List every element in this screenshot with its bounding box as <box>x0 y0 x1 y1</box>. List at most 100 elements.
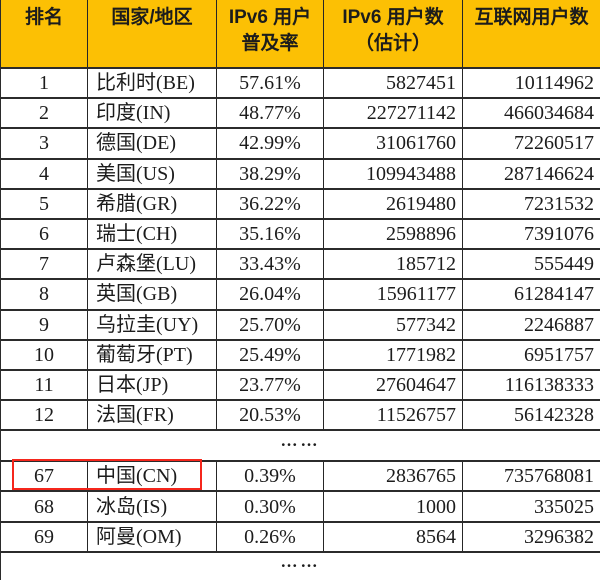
table-row: 69 阿曼(OM) 0.26% 8564 3296382 <box>0 521 600 554</box>
ipv6-users-cell: 109943488 <box>323 158 463 190</box>
rate-cell: 25.70% <box>216 309 324 341</box>
ellipsis-cell: …… <box>0 430 600 463</box>
country-cell: 乌拉圭(UY) <box>87 309 217 341</box>
table-row: 68 冰岛(IS) 0.30% 1000 335025 <box>0 491 600 523</box>
ipv6-users-cell: 5827451 <box>323 68 463 100</box>
internet-users-cell: 7391076 <box>462 218 600 251</box>
country-cell: 印度(IN) <box>87 98 217 130</box>
header-label: 互联网用户数 <box>474 7 589 28</box>
internet-users-cell: 735768081 <box>462 461 600 493</box>
ipv6-users-cell: 1771982 <box>323 339 463 371</box>
table-row: 5 希腊(GR) 36.22% 2619480 7231532 <box>0 188 600 220</box>
table-row: 6 瑞士(CH) 35.16% 2598896 7391076 <box>0 218 600 251</box>
header-label: 国家/地区 <box>111 7 193 28</box>
rate-cell: 25.49% <box>216 339 324 371</box>
rank-cell: 11 <box>0 369 88 402</box>
table-row: 8 英国(GB) 26.04% 15961177 61284147 <box>0 279 600 311</box>
rate-cell: 26.04% <box>216 279 324 311</box>
rank-cell: 67 <box>0 461 88 493</box>
ellipsis-row: …… <box>1 552 600 580</box>
country-cell: 阿曼(OM) <box>87 521 217 554</box>
column-header-ipv6-rate: IPv6 用户 普及率 <box>216 0 324 69</box>
country-cell: 美国(US) <box>87 158 217 190</box>
ipv6-users-cell: 2619480 <box>323 188 463 220</box>
ipv6-users-cell: 2598896 <box>323 218 463 251</box>
table-row: 4 美国(US) 38.29% 109943488 287146624 <box>0 158 600 190</box>
rate-cell: 48.77% <box>216 98 324 130</box>
internet-users-cell: 287146624 <box>462 158 600 190</box>
internet-users-cell: 3296382 <box>462 521 600 554</box>
header-label: 排名 <box>24 7 63 28</box>
ipv6-users-cell: 577342 <box>323 309 463 341</box>
rate-cell: 0.26% <box>216 521 324 554</box>
rank-cell: 5 <box>0 188 88 220</box>
country-cell: 法国(FR) <box>87 400 217 432</box>
table-row: 11 日本(JP) 23.77% 27604647 116138333 <box>0 369 600 402</box>
table-body: 1 比利时(BE) 57.61% 5827451 10114962 2 印度(I… <box>0 68 600 580</box>
ipv6-users-cell: 31061760 <box>323 128 463 160</box>
column-header-ipv6-users: IPv6 用户数 （估计） <box>323 0 463 69</box>
rank-cell: 7 <box>0 249 88 281</box>
ipv6-users-cell: 8564 <box>323 521 463 554</box>
rank-cell: 2 <box>0 98 88 130</box>
internet-users-cell: 6951757 <box>462 339 600 371</box>
internet-users-cell: 56142328 <box>462 400 600 432</box>
internet-users-cell: 335025 <box>462 491 600 523</box>
rank-cell: 68 <box>0 491 88 523</box>
country-cell: 德国(DE) <box>87 128 217 160</box>
rate-cell: 33.43% <box>216 249 324 281</box>
country-cell: 葡萄牙(PT) <box>87 339 217 371</box>
rate-cell: 20.53% <box>216 400 324 432</box>
column-header-internet-users: 互联网用户数 <box>462 0 600 69</box>
ipv6-users-cell: 2836765 <box>323 461 463 493</box>
rate-cell: 38.29% <box>216 158 324 190</box>
column-header-country: 国家/地区 <box>87 0 217 69</box>
header-row: 排名 国家/地区 IPv6 用户 普及率 IPv6 用户数 （估计） 互联网用户… <box>0 0 600 69</box>
rate-cell: 35.16% <box>216 218 324 251</box>
column-header-rank: 排名 <box>0 0 88 69</box>
rate-cell: 42.99% <box>216 128 324 160</box>
table-row: 10 葡萄牙(PT) 25.49% 1771982 6951757 <box>0 339 600 371</box>
table-row-china: 67 中国(CN) 0.39% 2836765 735768081 <box>0 461 600 493</box>
rate-cell: 0.30% <box>216 491 324 523</box>
country-cell: 英国(GB) <box>87 279 217 311</box>
country-cell: 卢森堡(LU) <box>87 249 217 281</box>
ipv6-users-cell: 15961177 <box>323 279 463 311</box>
rank-cell: 69 <box>0 521 88 554</box>
table-row: 3 德国(DE) 42.99% 31061760 72260517 <box>0 128 600 160</box>
table-row: 9 乌拉圭(UY) 25.70% 577342 2246887 <box>0 309 600 341</box>
ipv6-users-cell: 11526757 <box>323 400 463 432</box>
country-cell: 瑞士(CH) <box>87 218 217 251</box>
table-row: 1 比利时(BE) 57.61% 5827451 10114962 <box>0 68 600 100</box>
rank-cell: 8 <box>0 279 88 311</box>
table-header: 排名 国家/地区 IPv6 用户 普及率 IPv6 用户数 （估计） 互联网用户… <box>0 0 600 69</box>
ipv6-users-cell: 1000 <box>323 491 463 523</box>
rank-cell: 3 <box>0 128 88 160</box>
internet-users-cell: 61284147 <box>462 279 600 311</box>
rank-cell: 6 <box>0 218 88 251</box>
country-cell: 冰岛(IS) <box>87 491 217 523</box>
rank-cell: 1 <box>0 68 88 100</box>
ipv6-users-cell: 185712 <box>323 249 463 281</box>
internet-users-cell: 555449 <box>462 249 600 281</box>
header-label: IPv6 用户 <box>228 7 312 28</box>
table-row: 2 印度(IN) 48.77% 227271142 466034684 <box>0 98 600 130</box>
rank-cell: 4 <box>0 158 88 190</box>
table-row: 7 卢森堡(LU) 33.43% 185712 555449 <box>0 249 600 281</box>
country-cell: 日本(JP) <box>87 369 217 402</box>
ellipsis-cell: …… <box>280 552 321 571</box>
internet-users-cell: 466034684 <box>462 98 600 130</box>
ipv6-users-cell: 227271142 <box>323 98 463 130</box>
rate-cell: 57.61% <box>216 68 324 100</box>
country-cell: 希腊(GR) <box>87 188 217 220</box>
country-cell: 比利时(BE) <box>87 68 217 100</box>
internet-users-cell: 2246887 <box>462 309 600 341</box>
ipv6-users-cell: 27604647 <box>323 369 463 402</box>
internet-users-cell: 7231532 <box>462 188 600 220</box>
internet-users-cell: 116138333 <box>462 369 600 402</box>
ellipsis-row: …… <box>0 430 600 463</box>
header-label: IPv6 用户数 <box>342 7 444 28</box>
rank-cell: 10 <box>0 339 88 371</box>
